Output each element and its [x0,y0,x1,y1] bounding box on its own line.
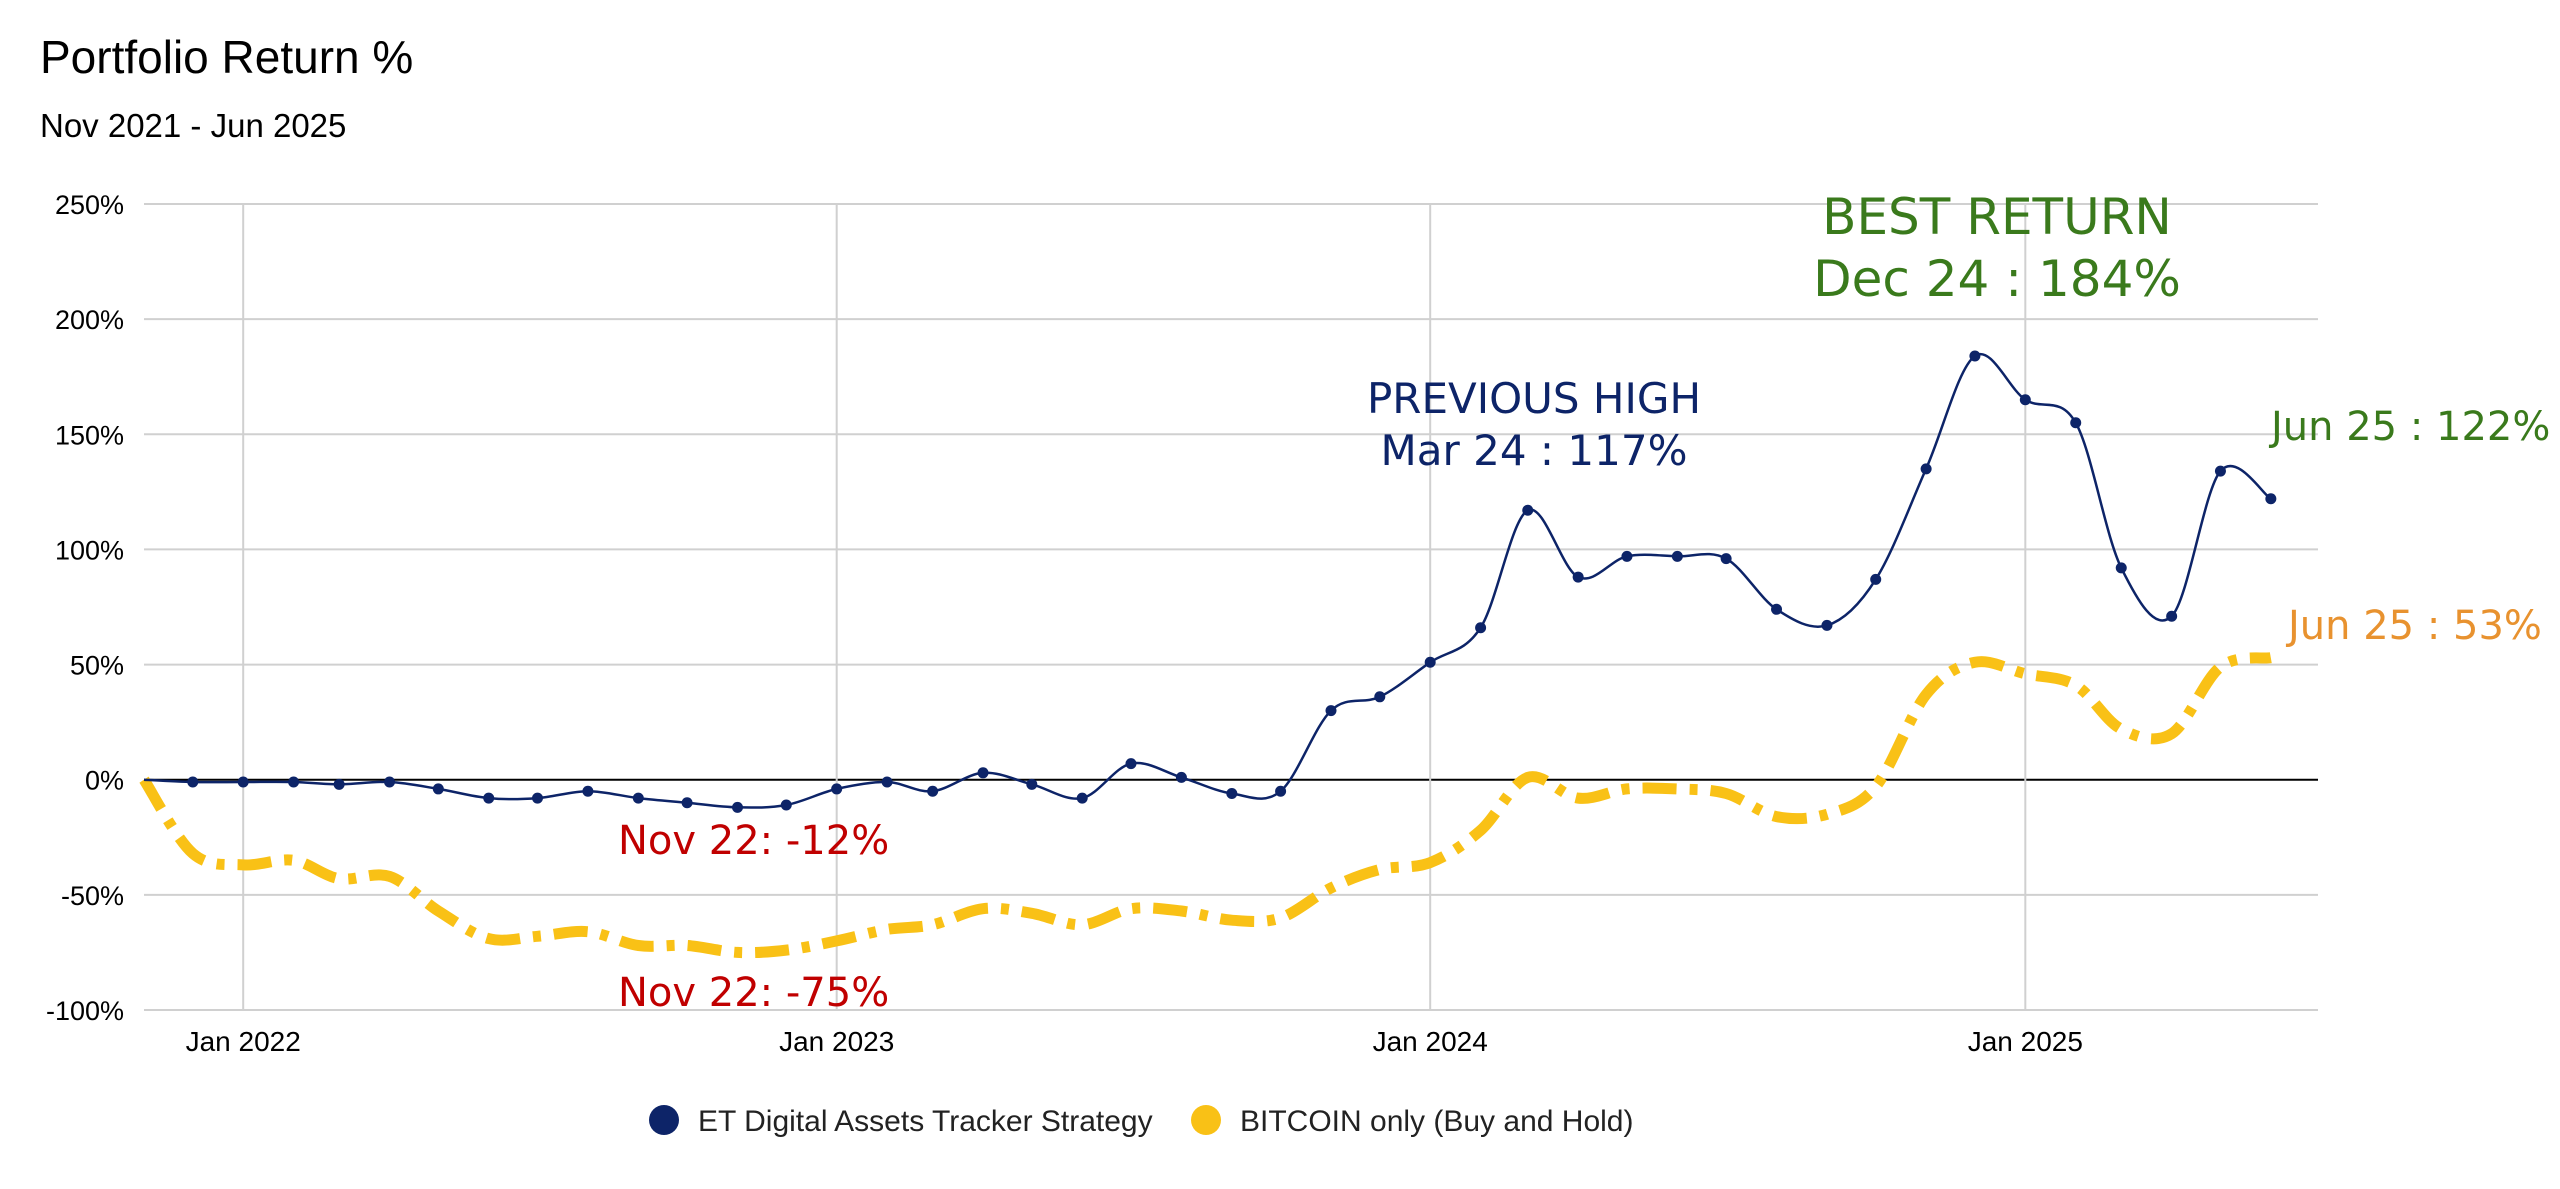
data-point-strategy [2265,493,2277,505]
data-point-strategy [1522,504,1534,516]
series-line-bitcoin [139,652,2272,959]
data-point-strategy [681,797,693,809]
y-tick-label: 50% [70,651,124,681]
series-markers [187,350,2277,813]
data-point-strategy [1275,785,1287,797]
data-point-strategy [1572,571,1584,583]
data-point-strategy [632,792,644,804]
data-point-strategy [977,767,989,779]
data-point-strategy [187,776,199,788]
data-point-strategy [1325,705,1337,717]
data-point-strategy [2070,417,2082,429]
data-point-strategy [1125,758,1137,770]
data-point-strategy [288,776,300,788]
x-tick-label: Jan 2025 [1968,1026,2083,1057]
data-point-strategy [2019,394,2031,406]
data-point-strategy [1424,656,1436,668]
x-tick-label: Jan 2023 [779,1026,894,1057]
data-point-strategy [2214,465,2226,477]
x-tick-label: Jan 2022 [186,1026,301,1057]
y-tick-label: 200% [55,305,124,335]
x-tick-label: Jan 2024 [1373,1026,1488,1057]
data-point-strategy [1671,550,1683,562]
annotation-best-return-title: BEST RETURN [1822,188,2172,246]
data-point-strategy [237,776,249,788]
data-point-strategy [1621,550,1633,562]
data-point-strategy [831,783,843,795]
y-tick-label: 0% [85,766,124,796]
data-point-strategy [732,801,744,813]
legend-label-bitcoin: BITCOIN only (Buy and Hold) [1240,1105,1633,1138]
legend-label-strategy: ET Digital Assets Tracker Strategy [698,1105,1153,1138]
legend: ET Digital Assets Tracker Strategy BITCO… [649,1105,1633,1138]
series-lines [139,352,2272,959]
data-point-strategy [1374,691,1386,703]
annotation-bitcoin-latest: Jun 25 : 53% [2285,603,2542,649]
data-point-strategy [1475,622,1487,634]
data-point-strategy [333,778,345,790]
annotation-previous-high-title: PREVIOUS HIGH [1367,374,1701,423]
y-tick-label: 150% [55,420,124,450]
data-point-strategy [582,785,594,797]
data-point-strategy [531,792,543,804]
annotation-bitcoin-low: Nov 22: -75% [618,970,889,1016]
data-point-strategy [384,776,396,788]
y-axis-ticks: 250% 200% 150% 100% 50% 0% -50% -100% [46,190,124,1026]
y-tick-label: -50% [61,881,124,911]
data-point-strategy [1720,553,1732,565]
data-point-strategy [1969,350,1981,362]
annotation-strategy-low: Nov 22: -12% [618,818,889,864]
data-point-strategy [1226,788,1238,800]
y-tick-label: 100% [55,535,124,565]
data-point-strategy [881,776,893,788]
data-point-strategy [1175,771,1187,783]
data-point-strategy [1821,619,1833,631]
data-point-strategy [1870,573,1882,585]
legend-marker-bitcoin [1191,1105,1221,1135]
data-point-strategy [2115,562,2127,574]
data-point-strategy [780,799,792,811]
data-point-strategy [483,792,495,804]
data-point-strategy [927,785,939,797]
annotations: BEST RETURN Dec 24 : 184% PREVIOUS HIGH … [618,188,2550,1016]
x-axis-ticks: Jan 2022 Jan 2023 Jan 2024 Jan 2025 [186,1026,2083,1057]
data-point-strategy [1026,778,1038,790]
chart-subtitle: Nov 2021 - Jun 2025 [40,107,346,144]
gridlines [144,203,2318,1011]
annotation-strategy-latest: Jun 25 : 122% [2268,404,2550,450]
legend-marker-strategy [649,1105,679,1135]
y-tick-label: 250% [55,190,124,220]
data-point-strategy [2166,610,2178,622]
data-point-strategy [1076,792,1088,804]
series-line-strategy [143,352,2272,809]
chart-title: Portfolio Return % [40,31,413,83]
data-point-strategy [1771,603,1783,615]
y-tick-label: -100% [46,996,124,1026]
annotation-previous-high-value: Mar 24 : 117% [1381,426,1688,475]
data-point-strategy [1920,463,1932,475]
data-point-strategy [432,783,444,795]
annotation-best-return-value: Dec 24 : 184% [1813,250,2181,308]
